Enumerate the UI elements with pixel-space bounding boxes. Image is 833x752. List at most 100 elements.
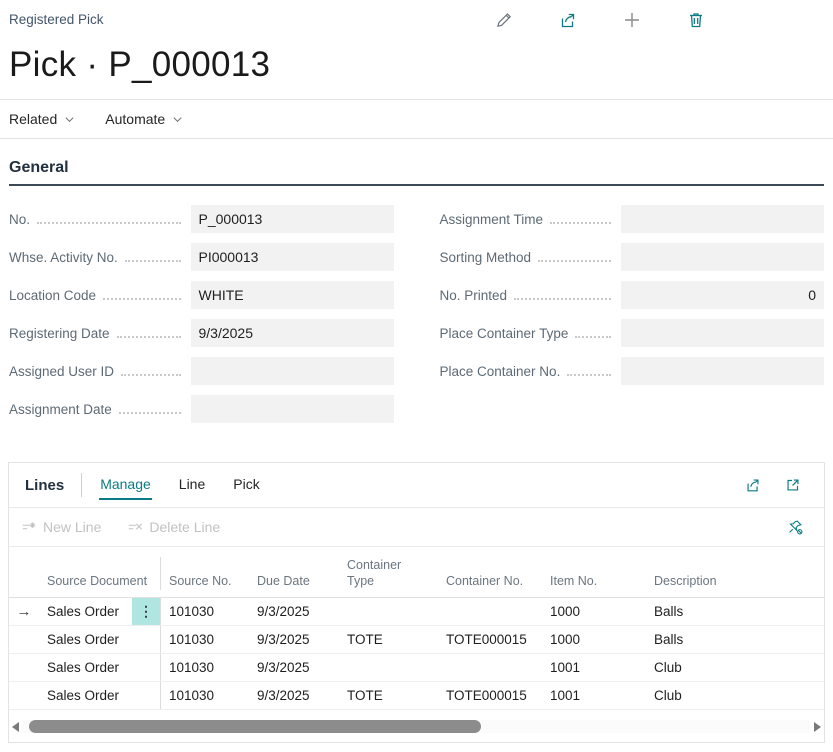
cell-item-no[interactable]: 1000 bbox=[550, 631, 581, 647]
page-actions bbox=[494, 10, 706, 30]
cell-due-date[interactable]: 9/3/2025 bbox=[257, 631, 310, 647]
menu-automate[interactable]: Automate bbox=[105, 111, 183, 127]
menu-related[interactable]: Related bbox=[9, 111, 75, 127]
table-row[interactable]: Sales Order 101030 9/3/2025 TOTE TOTE000… bbox=[9, 681, 824, 710]
field-place-container-no: Place Container No. bbox=[440, 357, 824, 385]
unpin-icon[interactable] bbox=[786, 517, 806, 537]
top-bar: Registered Pick bbox=[0, 0, 833, 30]
field-whse-activity-no-value[interactable]: PI000013 bbox=[190, 243, 394, 271]
action-menubar: Related Automate bbox=[0, 99, 833, 139]
row-context-menu-slot bbox=[132, 653, 161, 681]
scrollbar-track[interactable] bbox=[23, 720, 810, 733]
cell-item-no[interactable]: 1001 bbox=[550, 687, 581, 703]
vertical-ellipsis-icon: ⋮ bbox=[139, 603, 153, 619]
table-row[interactable]: → Sales Order ⋮ 101030 9/3/2025 1000 Bal… bbox=[9, 597, 824, 626]
scrollbar-thumb[interactable] bbox=[29, 720, 481, 733]
field-no-value[interactable]: P_000013 bbox=[190, 205, 394, 233]
field-place-container-type: Place Container Type bbox=[440, 319, 824, 347]
field-assignment-date-label: Assignment Date bbox=[9, 401, 112, 417]
new-line-button[interactable]: New Line bbox=[21, 519, 101, 535]
cell-source-no[interactable]: 101030 bbox=[169, 603, 215, 619]
cell-source-document[interactable]: Sales Order bbox=[47, 631, 120, 647]
field-no: No. P_000013 bbox=[9, 205, 394, 233]
tab-manage[interactable]: Manage bbox=[99, 470, 152, 500]
cell-container-type[interactable]: TOTE bbox=[347, 631, 383, 647]
general-heading[interactable]: General bbox=[9, 159, 824, 186]
horizontal-scrollbar[interactable] bbox=[12, 719, 821, 735]
add-plus-icon[interactable] bbox=[622, 10, 642, 30]
dotted-leader bbox=[567, 366, 611, 376]
share-icon[interactable] bbox=[558, 10, 578, 30]
scroll-left-arrow-icon[interactable] bbox=[12, 721, 19, 732]
col-due-date[interactable]: Due Date bbox=[257, 574, 310, 589]
cell-description[interactable]: Club bbox=[654, 659, 682, 675]
field-no-printed-label: No. Printed bbox=[439, 287, 508, 303]
cell-source-no[interactable]: 101030 bbox=[169, 687, 215, 703]
field-no-label: No. bbox=[9, 211, 31, 227]
table-row[interactable]: Sales Order 101030 9/3/2025 TOTE TOTE000… bbox=[9, 625, 824, 654]
field-sorting-method-value[interactable] bbox=[621, 243, 824, 271]
cell-source-document[interactable]: Sales Order bbox=[47, 659, 120, 675]
general-fields-left: No. P_000013 Whse. Activity No. PI000013… bbox=[9, 205, 394, 433]
tab-line[interactable]: Line bbox=[178, 476, 206, 492]
field-assignment-time-label: Assignment Time bbox=[439, 211, 544, 227]
cell-description[interactable]: Balls bbox=[654, 631, 684, 647]
cell-source-document[interactable]: Sales Order bbox=[47, 603, 120, 619]
col-container-no[interactable]: Container No. bbox=[446, 574, 524, 589]
lines-card: Lines Manage Line Pick bbox=[8, 462, 825, 743]
field-registering-date: Registering Date 9/3/2025 bbox=[9, 319, 394, 347]
lines-table: Source Document Source No. Due Date Cont… bbox=[9, 546, 824, 710]
delete-trash-icon[interactable] bbox=[686, 10, 706, 30]
open-in-new-window-icon[interactable] bbox=[784, 475, 804, 495]
field-registering-date-value[interactable]: 9/3/2025 bbox=[190, 319, 394, 347]
item-no-drilldown-link[interactable]: 1000 bbox=[550, 603, 581, 619]
cell-due-date[interactable]: 9/3/2025 bbox=[257, 659, 310, 675]
chevron-down-icon bbox=[64, 114, 75, 125]
field-no-printed-value[interactable]: 0 bbox=[621, 281, 824, 309]
dotted-leader bbox=[575, 328, 611, 338]
cell-item-no[interactable]: 1001 bbox=[550, 659, 581, 675]
cell-description[interactable]: Balls bbox=[654, 603, 684, 619]
cell-item-no[interactable]: 1000 bbox=[542, 603, 646, 619]
general-section: General No. P_000013 Whse. Activity No. … bbox=[9, 159, 824, 433]
cell-description[interactable]: Club bbox=[654, 687, 682, 703]
field-no-printed: No. Printed 0 bbox=[439, 281, 824, 309]
field-registering-date-label: Registering Date bbox=[9, 325, 110, 341]
lines-toolbar: New Line Delete Line bbox=[9, 507, 824, 546]
delete-line-button[interactable]: Delete Line bbox=[127, 519, 220, 535]
field-sorting-method-label: Sorting Method bbox=[439, 249, 532, 265]
field-location-code-value[interactable]: WHITE bbox=[190, 281, 394, 309]
cell-container-no[interactable]: TOTE000015 bbox=[446, 631, 527, 647]
col-source-no[interactable]: Source No. bbox=[169, 574, 232, 589]
cell-source-document[interactable]: Sales Order bbox=[47, 687, 120, 703]
field-assignment-time: Assignment Time bbox=[439, 205, 824, 233]
cell-container-type[interactable]: TOTE bbox=[347, 687, 383, 703]
field-assigned-user-id-value[interactable] bbox=[190, 357, 394, 385]
dotted-leader bbox=[514, 290, 611, 300]
col-item-no[interactable]: Item No. bbox=[550, 574, 598, 589]
row-context-menu-button[interactable]: ⋮ bbox=[132, 597, 161, 625]
cell-container-no[interactable]: TOTE000015 bbox=[446, 687, 527, 703]
share-icon[interactable] bbox=[744, 475, 764, 495]
cell-source-no[interactable]: 101030 bbox=[169, 659, 215, 675]
field-assignment-time-value[interactable] bbox=[621, 205, 824, 233]
tab-pick[interactable]: Pick bbox=[233, 476, 260, 492]
dotted-leader bbox=[37, 214, 181, 224]
col-container-type[interactable]: Container Type bbox=[347, 558, 402, 589]
cell-source-no[interactable]: 101030 bbox=[169, 631, 215, 647]
field-place-container-no-value[interactable] bbox=[621, 357, 824, 385]
dotted-leader bbox=[116, 328, 181, 338]
field-whse-activity-no: Whse. Activity No. PI000013 bbox=[9, 243, 394, 271]
cell-due-date[interactable]: 9/3/2025 bbox=[257, 687, 310, 703]
new-line-icon bbox=[21, 519, 37, 535]
scroll-right-arrow-icon[interactable] bbox=[814, 721, 821, 732]
field-assigned-user-id-label: Assigned User ID bbox=[9, 363, 115, 379]
col-description[interactable]: Description bbox=[654, 574, 717, 589]
table-row[interactable]: Sales Order 101030 9/3/2025 1001 Club bbox=[9, 653, 824, 682]
field-assignment-date-value[interactable] bbox=[190, 395, 394, 423]
cell-due-date[interactable]: 9/3/2025 bbox=[257, 603, 310, 619]
field-place-container-type-value[interactable] bbox=[621, 319, 824, 347]
menu-automate-label: Automate bbox=[105, 111, 166, 127]
edit-pencil-icon[interactable] bbox=[494, 10, 514, 30]
col-source-document[interactable]: Source Document bbox=[39, 557, 161, 590]
